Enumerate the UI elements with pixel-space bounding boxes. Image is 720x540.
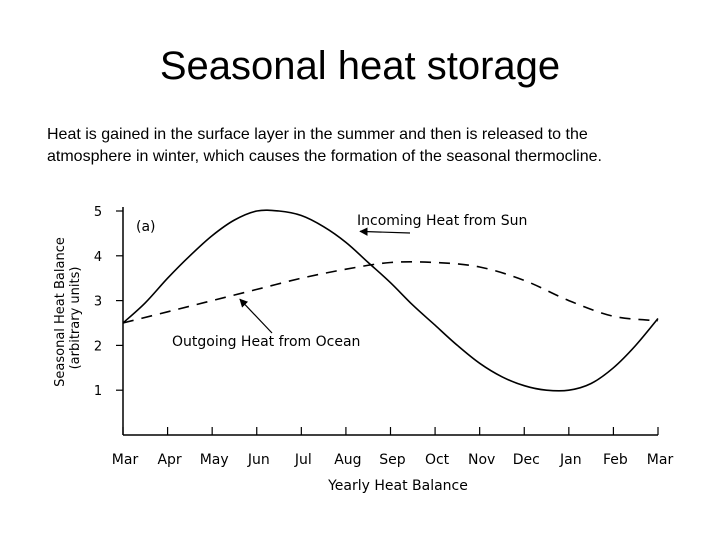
slide-title: Seasonal heat storage [159, 44, 561, 88]
x-tick-label: Nov [468, 452, 495, 468]
chart-series [122, 209, 659, 392]
x-tick-label: Jan [559, 452, 582, 468]
series-line-incoming [122, 209, 659, 392]
x-tick-label: Feb [603, 452, 628, 468]
y-axis-subtitle: (arbitrary units) [68, 267, 83, 370]
incoming-arrow [359, 227, 411, 236]
chart-axes: 1 2 3 4 5 Mar Apr May Jun Jul Aug Sep Oct Nov Dec Jan Fe… [94, 205, 674, 468]
x-tick-label: Aug [334, 452, 361, 468]
x-tick-label: Sep [379, 452, 406, 468]
x-tick-label: Apr [157, 452, 181, 468]
outgoing-series-label: Outgoing Heat from Ocean [172, 334, 360, 350]
outgoing-arrow [239, 298, 273, 334]
x-tick-label: Oct [425, 452, 450, 468]
x-tick-label: May [200, 452, 229, 468]
series-annotations: Incoming Heat from Sun Outgoing Heat from… [172, 213, 527, 350]
slide-body-text: Heat is gained in the surface layer in t… [47, 124, 707, 168]
x-tick-label: Mar [647, 452, 674, 468]
x-axis-title: Yearly Heat Balance [327, 478, 468, 494]
panel-label: (a) [136, 219, 156, 235]
incoming-series-label: Incoming Heat from Sun [357, 213, 527, 229]
y-tick-label: 3 [94, 295, 102, 310]
y-tick-label: 4 [94, 250, 102, 265]
y-tick-label: 5 [94, 205, 102, 220]
y-axis-title: Seasonal Heat Balance [53, 237, 68, 387]
x-tick-label: Mar [112, 452, 139, 468]
body-line-1: Heat is gained in the surface layer in t… [47, 126, 588, 143]
x-tick-label: Dec [513, 452, 540, 468]
y-tick-label: 1 [94, 384, 102, 399]
y-tick-label: 2 [94, 339, 102, 354]
x-tick-label: Jun [247, 452, 270, 468]
x-tick-label: Jul [294, 452, 312, 468]
series-line-outgoing [122, 261, 659, 324]
body-line-2: atmosphere in winter, which causes the f… [47, 148, 602, 165]
